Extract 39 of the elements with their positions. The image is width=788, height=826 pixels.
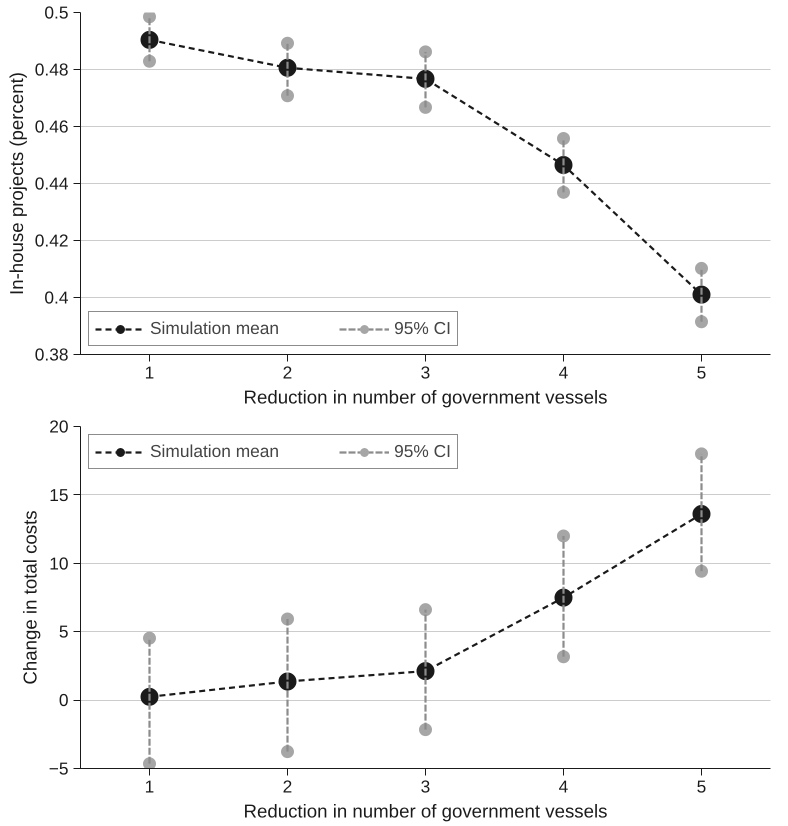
legend-label: 95% CI — [394, 441, 451, 462]
point — [557, 529, 570, 542]
x-tick-label: 1 — [144, 776, 154, 796]
x-tick-label: 3 — [420, 362, 430, 382]
point — [143, 632, 156, 645]
y-tick-label: 0.38 — [34, 344, 69, 364]
x-tick-label: 4 — [558, 362, 569, 382]
y-tick-label: 5 — [58, 622, 69, 642]
x-tick-label: 2 — [282, 362, 292, 382]
point — [419, 45, 432, 58]
legend-label: Simulation mean — [150, 441, 280, 462]
point — [695, 262, 708, 275]
y-tick-label: 10 — [49, 553, 69, 574]
y-tick-label: −5 — [48, 758, 69, 778]
y-tick-label: 0.44 — [34, 174, 69, 194]
y-tick-label: 0.5 — [44, 2, 69, 22]
point — [695, 447, 708, 460]
legend-label: 95% CI — [394, 318, 451, 339]
point — [557, 132, 570, 145]
y-tick-label: 0.42 — [34, 230, 69, 250]
y-tick-label: 0.48 — [34, 60, 69, 80]
legend-label: Simulation mean — [150, 318, 280, 339]
x-axis-title: Reduction in number of government vessels — [244, 800, 608, 822]
y-tick-label: 15 — [49, 484, 69, 505]
y-tick-label: 0.46 — [34, 116, 69, 136]
x-tick-label: 4 — [558, 776, 569, 796]
y-axis-title: In-house projects (percent) — [6, 72, 27, 295]
x-tick-label: 2 — [282, 776, 292, 796]
x-tick-label: 5 — [696, 362, 706, 382]
point — [143, 12, 156, 24]
y-axis-title: Change in total costs — [20, 510, 41, 685]
y-tick-label: 0.4 — [44, 288, 69, 308]
x-tick-label: 1 — [144, 362, 154, 382]
x-tick-label: 3 — [420, 776, 430, 796]
point — [419, 603, 432, 616]
x-tick-label: 5 — [696, 776, 706, 796]
y-tick-label: 0 — [58, 690, 69, 710]
y-tick-label: 20 — [49, 416, 69, 436]
x-axis-title: Reduction in number of government vessels — [244, 386, 608, 408]
